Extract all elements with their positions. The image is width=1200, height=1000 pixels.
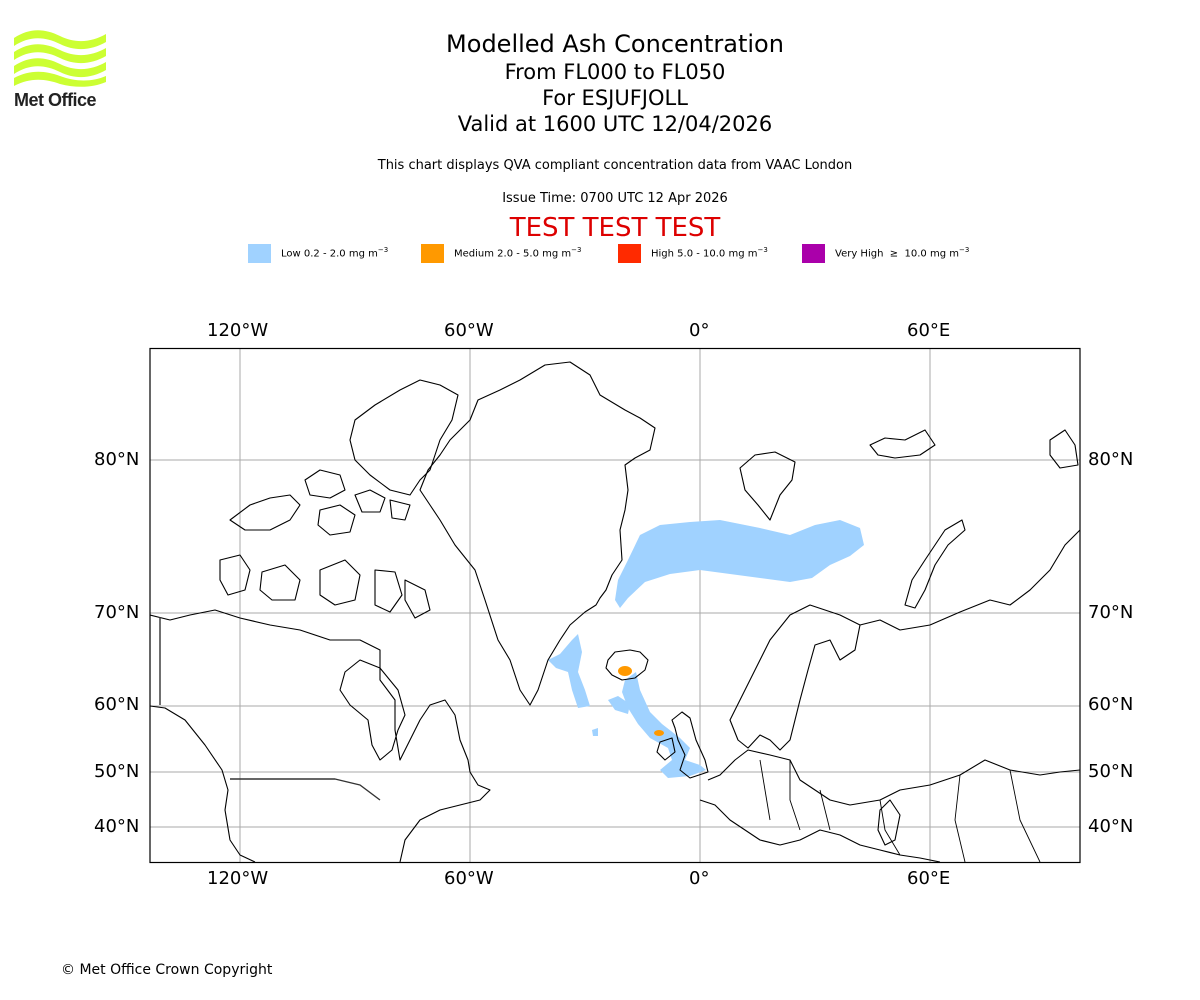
lon-label-bottom-120w: 120°W	[207, 868, 269, 889]
lon-label-top-60w: 60°W	[444, 320, 494, 341]
legend-item-low: Low 0.2 - 2.0 mg m−3	[248, 243, 388, 263]
graticule	[150, 348, 1080, 862]
lat-label-left-40n: 40°N	[94, 816, 140, 837]
valid-time: Valid at 1600 UTC 12/04/2026	[457, 112, 773, 136]
map-frame	[149, 347, 1081, 864]
lat-label-left-70n: 70°N	[94, 602, 140, 623]
test-banner: TEST TEST TEST	[509, 213, 721, 243]
lat-label-left-50n: 50°N	[94, 761, 140, 782]
legend-swatch-high	[618, 243, 641, 263]
lat-label-left-60n: 60°N	[94, 694, 140, 715]
met-office-logo: Met Office	[14, 30, 106, 112]
copyright-notice: © Met Office Crown Copyright	[61, 962, 273, 978]
volcano-name: For ESJUFJOLL	[542, 86, 688, 110]
logo-text: Met Office	[14, 90, 97, 110]
legend-label-medium: Medium 2.0 - 5.0 mg m	[454, 248, 572, 260]
title-block: Modelled Ash Concentration From FL000 to…	[0, 30, 1200, 137]
legend-swatch-medium	[421, 243, 444, 263]
ash-medium-plume	[618, 666, 664, 736]
lon-label-top-0: 0°	[689, 320, 710, 341]
lat-label-left-80n: 80°N	[94, 449, 140, 470]
coastlines	[150, 361, 1080, 862]
lon-label-bottom-0: 0°	[689, 868, 710, 889]
issue-time: Issue Time: 0700 UTC 12 Apr 2026	[502, 191, 728, 206]
lat-label-right-60n: 60°N	[1088, 694, 1134, 715]
legend-swatch-low	[248, 243, 271, 263]
lat-label-right-40n: 40°N	[1088, 816, 1134, 837]
ash-low-plume	[548, 520, 864, 778]
met-office-waves-icon	[14, 30, 106, 87]
legend-label-very-high: Very High ≥ 10.0 mg m	[835, 248, 959, 260]
lon-label-bottom-60w: 60°W	[444, 868, 494, 889]
chart-description: This chart displays QVA compliant concen…	[377, 158, 853, 173]
page-title: Modelled Ash Concentration	[446, 30, 784, 58]
legend-label-high: High 5.0 - 10.0 mg m	[651, 248, 758, 260]
lon-label-top-60e: 60°E	[907, 320, 951, 341]
legend-item-high: High 5.0 - 10.0 mg m−3	[618, 243, 768, 263]
lon-label-top-120w: 120°W	[207, 320, 269, 341]
flight-level-range: From FL000 to FL050	[504, 60, 726, 84]
legend-item-medium: Medium 2.0 - 5.0 mg m−3	[421, 243, 581, 263]
legend-label-low: Low 0.2 - 2.0 mg m	[281, 248, 378, 260]
legend-swatch-very-high	[802, 243, 825, 263]
lat-label-right-70n: 70°N	[1088, 602, 1134, 623]
legend: Low 0.2 - 2.0 mg m−3 Medium 2.0 - 5.0 mg…	[0, 243, 1200, 263]
lat-label-right-80n: 80°N	[1088, 449, 1134, 470]
lon-label-bottom-60e: 60°E	[907, 868, 951, 889]
lat-label-right-50n: 50°N	[1088, 761, 1134, 782]
legend-item-very-high: Very High ≥ 10.0 mg m−3	[802, 243, 969, 263]
